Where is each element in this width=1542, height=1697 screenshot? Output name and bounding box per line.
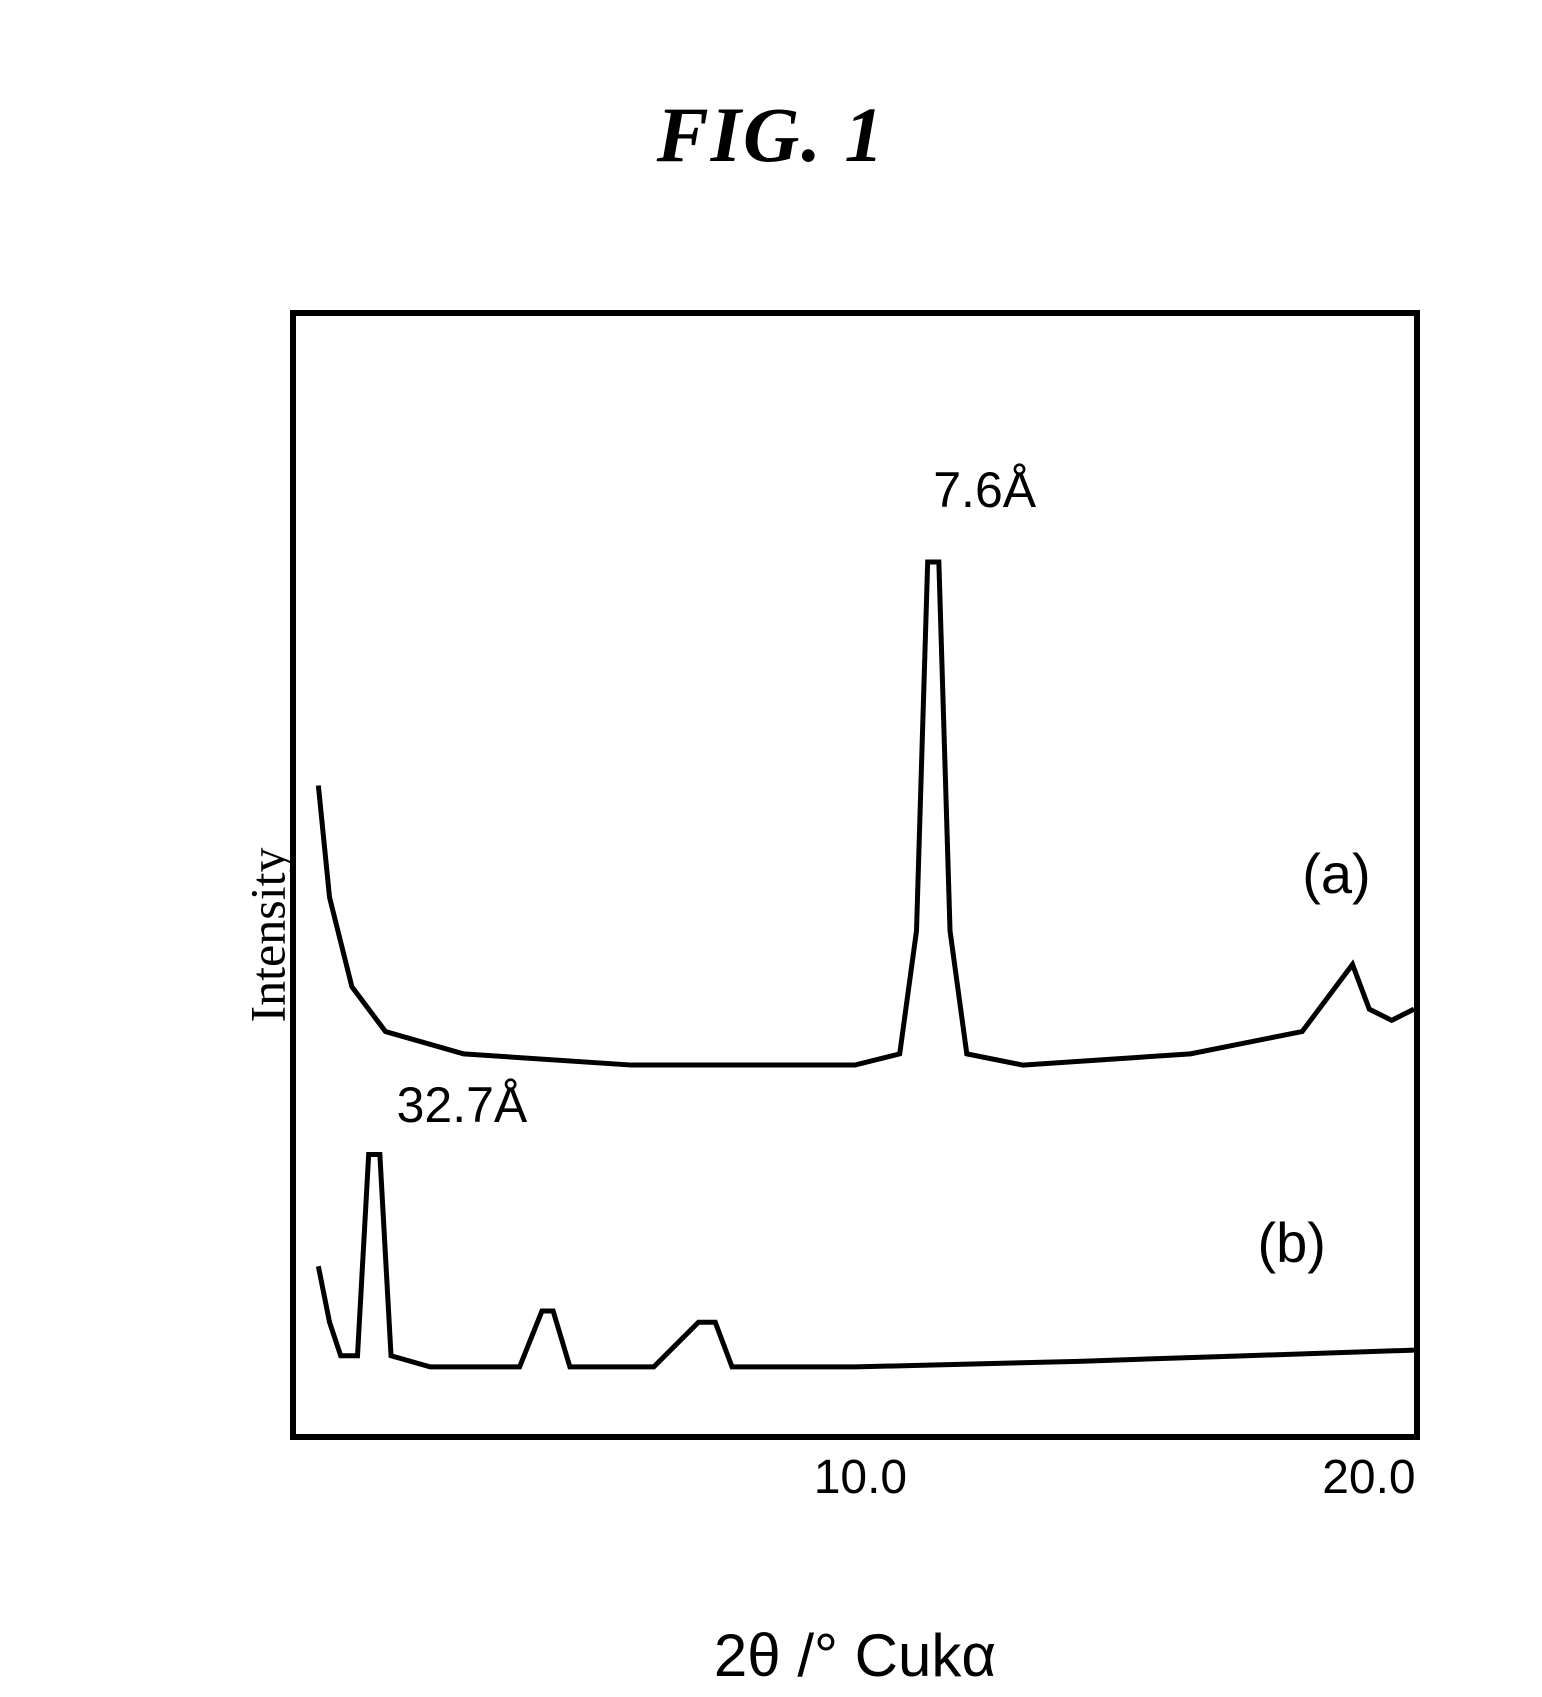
x-tick-20: 20.0: [1322, 1450, 1415, 1505]
x-axis-label: 2θ /° Cukα: [714, 1621, 996, 1690]
trace-label-b: (b): [1257, 1210, 1325, 1275]
plot-svg: [296, 316, 1414, 1434]
peak-label-b: 32.7Å: [397, 1076, 528, 1134]
figure-title: FIG. 1: [657, 90, 886, 180]
y-axis-label: Intensity: [238, 848, 296, 1023]
trace-label-a: (a): [1302, 841, 1370, 906]
trace-a: [318, 562, 1414, 1065]
trace-b: [318, 1155, 1414, 1367]
x-tick-10: 10.0: [814, 1450, 907, 1505]
xrd-chart: Intensity 7.6Å (a) 32.7Å (b) 10.0 20.0 2…: [260, 310, 1450, 1560]
plot-area: 7.6Å (a) 32.7Å (b): [290, 310, 1420, 1440]
peak-label-a: 7.6Å: [933, 461, 1036, 519]
